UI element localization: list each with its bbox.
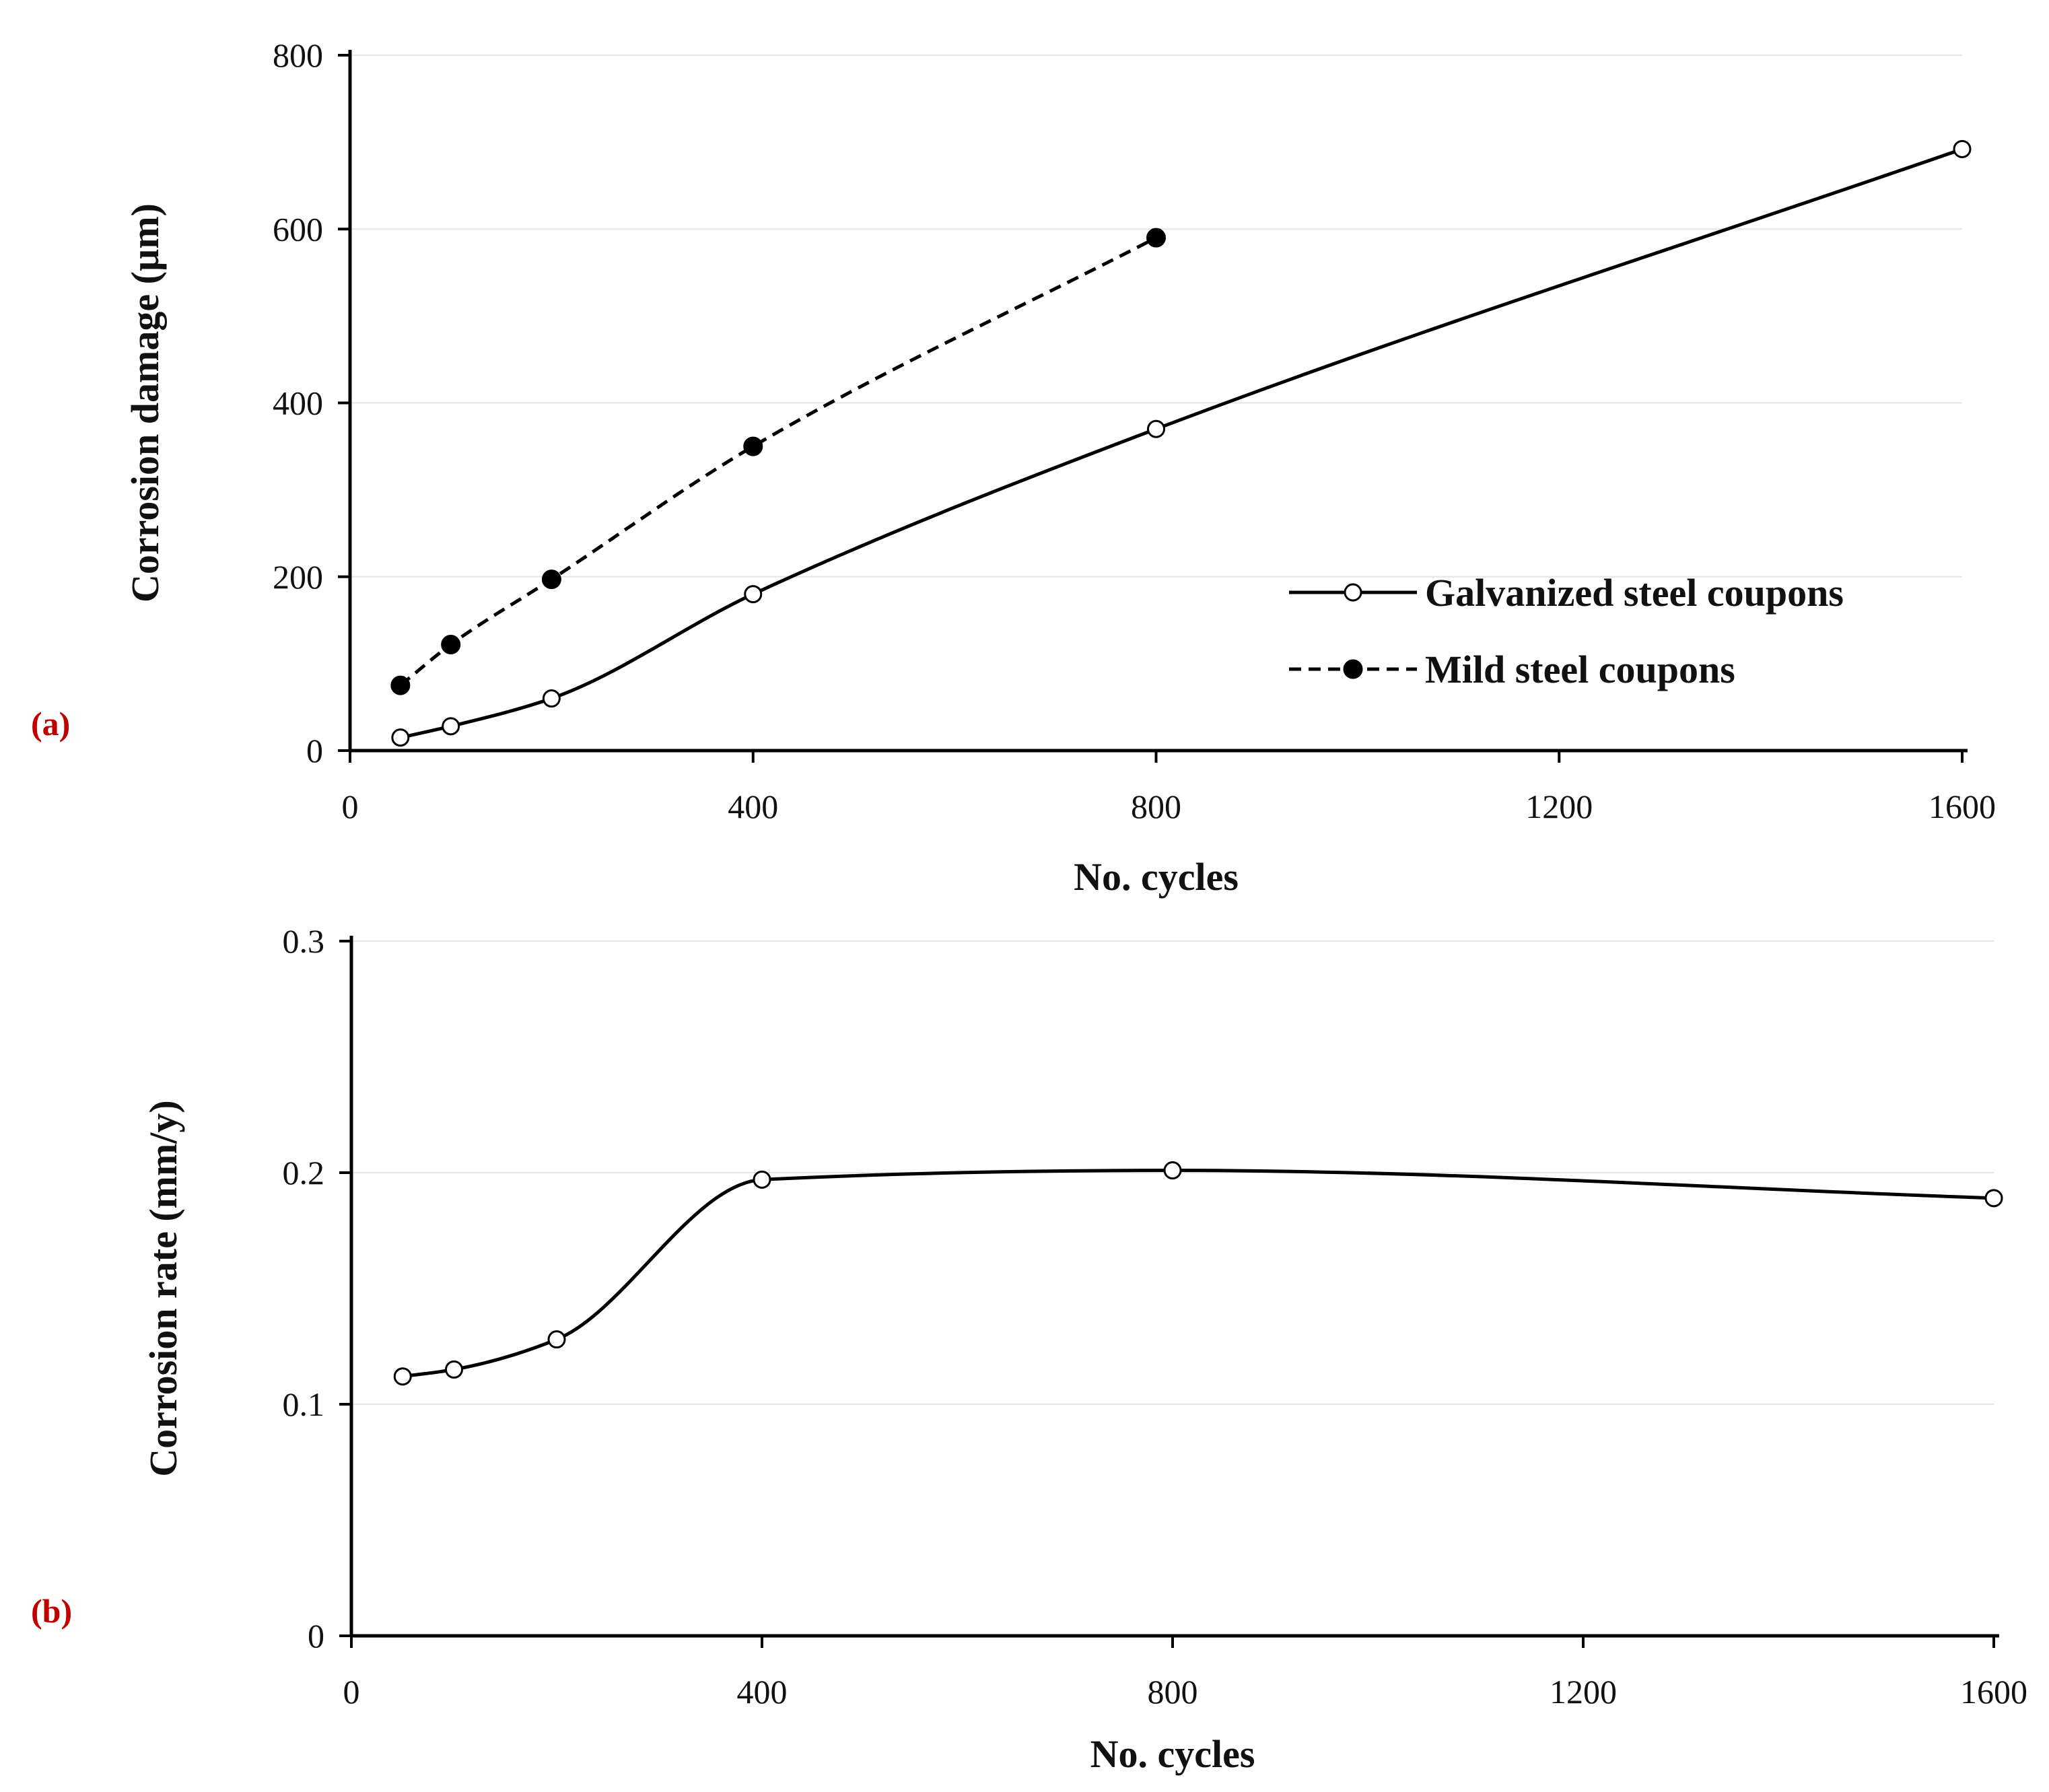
x-axis-title: No. cycles	[1090, 1732, 1255, 1776]
x-tick-label: 0	[343, 1673, 360, 1711]
y-tick-label: 600	[273, 210, 323, 248]
panel-label: (a)	[31, 705, 70, 743]
data-point-mild-steel	[541, 570, 561, 590]
y-tick-label: 0.3	[283, 922, 325, 960]
data-point-galvanized	[391, 728, 410, 747]
x-tick-label: 800	[1131, 788, 1181, 825]
data-point-mild-steel	[390, 675, 411, 695]
legend-marker	[1343, 659, 1363, 679]
data-point-galvanized	[445, 1360, 463, 1379]
series-line-mild-steel	[399, 236, 1157, 687]
chart-panel-a: 0 200 400 600 800 0 400 800 1200 1600 No. cycles Co…	[31, 36, 1996, 899]
panel-label: (b)	[31, 1592, 72, 1630]
y-tick-label: 200	[273, 558, 323, 596]
x-tick-label: 1600	[1960, 1673, 2027, 1711]
series-line-galvanized-steel	[400, 147, 1963, 740]
legend-label: Galvanized steel coupons	[1425, 571, 1844, 615]
data-point-galvanized	[1163, 1161, 1182, 1180]
y-tick-label: 0.1	[283, 1385, 325, 1423]
x-tick-label: 0	[342, 788, 359, 825]
data-point-galvanized	[744, 585, 763, 604]
x-tick-label: 1600	[1929, 788, 1996, 825]
legend-label: Mild steel coupons	[1425, 648, 1735, 691]
data-point-mild-steel	[743, 436, 763, 456]
x-tick-label: 400	[728, 788, 778, 825]
y-tick-label: 800	[273, 36, 323, 74]
data-point-mild-steel	[1146, 228, 1166, 248]
chart-panel-b: 0 0.1 0.2 0.3 0 400 800 1200 1600 No. cycles Corro…	[31, 922, 2027, 1776]
legend-marker	[1344, 583, 1362, 602]
data-point-mild-steel	[441, 634, 461, 654]
data-point-galvanized	[547, 1330, 566, 1349]
data-point-galvanized	[753, 1170, 771, 1189]
y-tick-label: 0	[308, 1617, 324, 1655]
x-tick-label: 1200	[1550, 1673, 1617, 1711]
data-point-galvanized	[542, 689, 561, 708]
x-axis-title: No. cycles	[1074, 855, 1239, 899]
data-point-galvanized	[1953, 139, 1972, 158]
x-tick-label: 1200	[1525, 788, 1593, 825]
y-tick-label: 0	[306, 732, 323, 769]
y-axis-title: Corrosion rate (mm/y)	[141, 1100, 185, 1476]
y-tick-label: 400	[273, 384, 323, 422]
data-point-galvanized	[1984, 1189, 2003, 1208]
data-point-galvanized	[393, 1367, 412, 1386]
y-tick-label: 0.2	[283, 1154, 325, 1192]
data-point-galvanized	[442, 717, 460, 736]
x-tick-label: 800	[1148, 1673, 1198, 1711]
y-axis-title: Corrosion damage (µm)	[123, 203, 167, 602]
series-line-galvanized-steel	[402, 1169, 1994, 1379]
x-tick-label: 400	[737, 1673, 788, 1711]
data-point-galvanized	[1147, 419, 1165, 438]
